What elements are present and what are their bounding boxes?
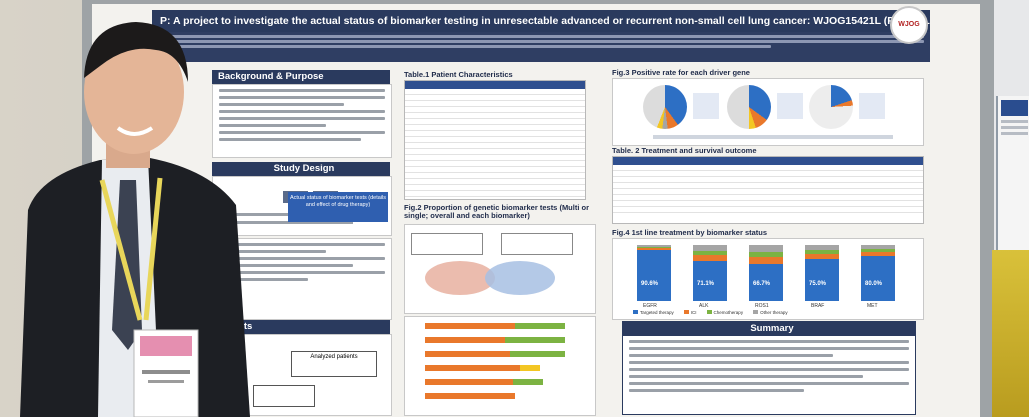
fig4-legend-swatch	[683, 310, 689, 314]
venn-circle-single	[485, 261, 555, 295]
research-poster: P: A project to investigate the actual s…	[92, 4, 980, 417]
analyzed-patients-box: Analyzed patients	[291, 351, 377, 377]
pie-multi	[727, 85, 771, 129]
fig4-bar-value: 90.6%	[641, 281, 659, 287]
biomarker-bar-segment	[515, 323, 565, 329]
fig4-legend-swatch	[706, 310, 712, 314]
fig4-bar-rest-ros1	[749, 245, 783, 264]
biomarker-bar-segment	[513, 379, 543, 385]
name-badge-text	[148, 380, 184, 383]
fig4-bar-rest-alk	[693, 245, 727, 261]
biomarker-bar-segment	[505, 337, 565, 343]
fig4-bar-label: ROS1	[755, 303, 769, 309]
fig4-bar-value: 75.0%	[809, 281, 827, 287]
treatment-outcome-table	[612, 156, 924, 224]
design-outcome-box: Actual status of biomarker tests (detail…	[288, 192, 388, 222]
poster-authors-block	[152, 32, 930, 62]
table2-heading: Table. 2 Treatment and survival outcome	[612, 146, 757, 155]
presenter-face	[84, 30, 184, 154]
fig2-venn-chart	[404, 224, 596, 314]
pie-legend-table	[859, 93, 885, 119]
presenter-person	[20, 22, 250, 417]
biomarker-bar-segment	[425, 393, 515, 399]
fig4-legend-label: Chemotherapy	[713, 310, 744, 315]
study-design-heading: Study Design	[212, 162, 390, 176]
fig3-heading: Fig.3 Positive rate for each driver gene	[612, 68, 750, 77]
fig4-legend-label: Other therapy	[760, 310, 788, 315]
presenter-lanyard	[99, 179, 143, 321]
fig4-bar-met	[861, 256, 895, 301]
fig4-bar-egfr	[637, 250, 671, 301]
wjog-logo: WJOG	[890, 6, 928, 44]
presenter-hair	[84, 22, 188, 82]
fig4-legend-swatch	[753, 310, 759, 314]
design-text-line	[213, 221, 353, 224]
fig4-bar-braf	[805, 259, 839, 301]
fig4-bar-label: BRAF	[811, 303, 825, 309]
biomarker-bar-segment	[510, 351, 565, 357]
presenter-smile	[116, 126, 154, 136]
presenter-lanyard	[143, 177, 163, 321]
summary-heading: Summary	[623, 322, 915, 336]
table1-heading: Table.1 Patient Characteristics	[404, 70, 513, 79]
fig4-bar-label: MET	[867, 303, 878, 309]
analyzed-patients-label: Analyzed patients	[310, 354, 358, 360]
results-flow-box	[253, 385, 315, 407]
fig4-bar-alk	[693, 261, 727, 301]
biomarker-bar-segment	[425, 365, 520, 371]
fig4-bar-value: 80.0%	[865, 281, 883, 287]
fig4-bar-label: ALK	[699, 303, 709, 309]
pie-legend-row	[653, 135, 893, 139]
name-badge-header	[140, 336, 192, 356]
fig4-heading: Fig.4 1st line treatment by biomarker st…	[612, 228, 768, 237]
fig4-bar-rest-egfr	[637, 245, 671, 250]
pie-single	[809, 85, 853, 129]
fig4-bar-value: 66.7%	[753, 281, 771, 287]
fig4-bar-rest-braf	[805, 245, 839, 259]
fig4-bar-label: EGFR	[643, 303, 657, 309]
venn-label-box	[411, 233, 483, 255]
adjacent-poster-text	[1001, 126, 1028, 129]
pie-legend-table	[693, 93, 719, 119]
venn-circle-multi	[425, 261, 495, 295]
fig4-bar-chart: 90.6% EGFR 71.1% ALK 66.7% ROS1 75.0% BRAF 80.0%…	[612, 238, 924, 320]
pie-overall	[643, 85, 687, 129]
background-heading: Background & Purpose	[212, 70, 390, 84]
venn-label-box	[501, 233, 573, 255]
fig2-heading: Fig.2 Proportion of genetic biomarker te…	[404, 203, 590, 220]
summary-box: Summary	[622, 321, 916, 415]
biomarker-bar-segment	[425, 379, 513, 385]
poster-title: P: A project to investigate the actual s…	[152, 10, 930, 32]
pie-legend-table	[777, 93, 803, 119]
fig3-pie-charts	[612, 78, 924, 146]
biomarker-bar-segment	[425, 323, 515, 329]
adjacent-poster-header	[1001, 100, 1028, 116]
background-text	[212, 84, 392, 158]
fig4-bar-rest-met	[861, 245, 895, 256]
fig4-bar-value: 71.1%	[697, 281, 715, 287]
visitor-partial-figure	[992, 250, 1029, 417]
name-badge-text	[142, 370, 190, 374]
fig4-legend-label: ICI	[690, 310, 697, 315]
fig2-stacked-bars	[404, 316, 596, 416]
adjacent-poster-text	[1001, 120, 1028, 123]
fig4-legend: Targeted therapy ICI Chemotherapy Other the…	[633, 310, 798, 315]
fig4-legend-swatch	[633, 310, 638, 314]
biomarker-bar-segment	[520, 365, 540, 371]
biomarker-bar-segment	[425, 351, 510, 357]
patient-characteristics-table	[404, 80, 586, 200]
fig4-legend-label: Targeted therapy	[640, 310, 674, 315]
adjacent-poster-text	[1001, 132, 1028, 135]
fig4-bar-ros1	[749, 264, 783, 301]
biomarker-bar-segment	[425, 337, 505, 343]
